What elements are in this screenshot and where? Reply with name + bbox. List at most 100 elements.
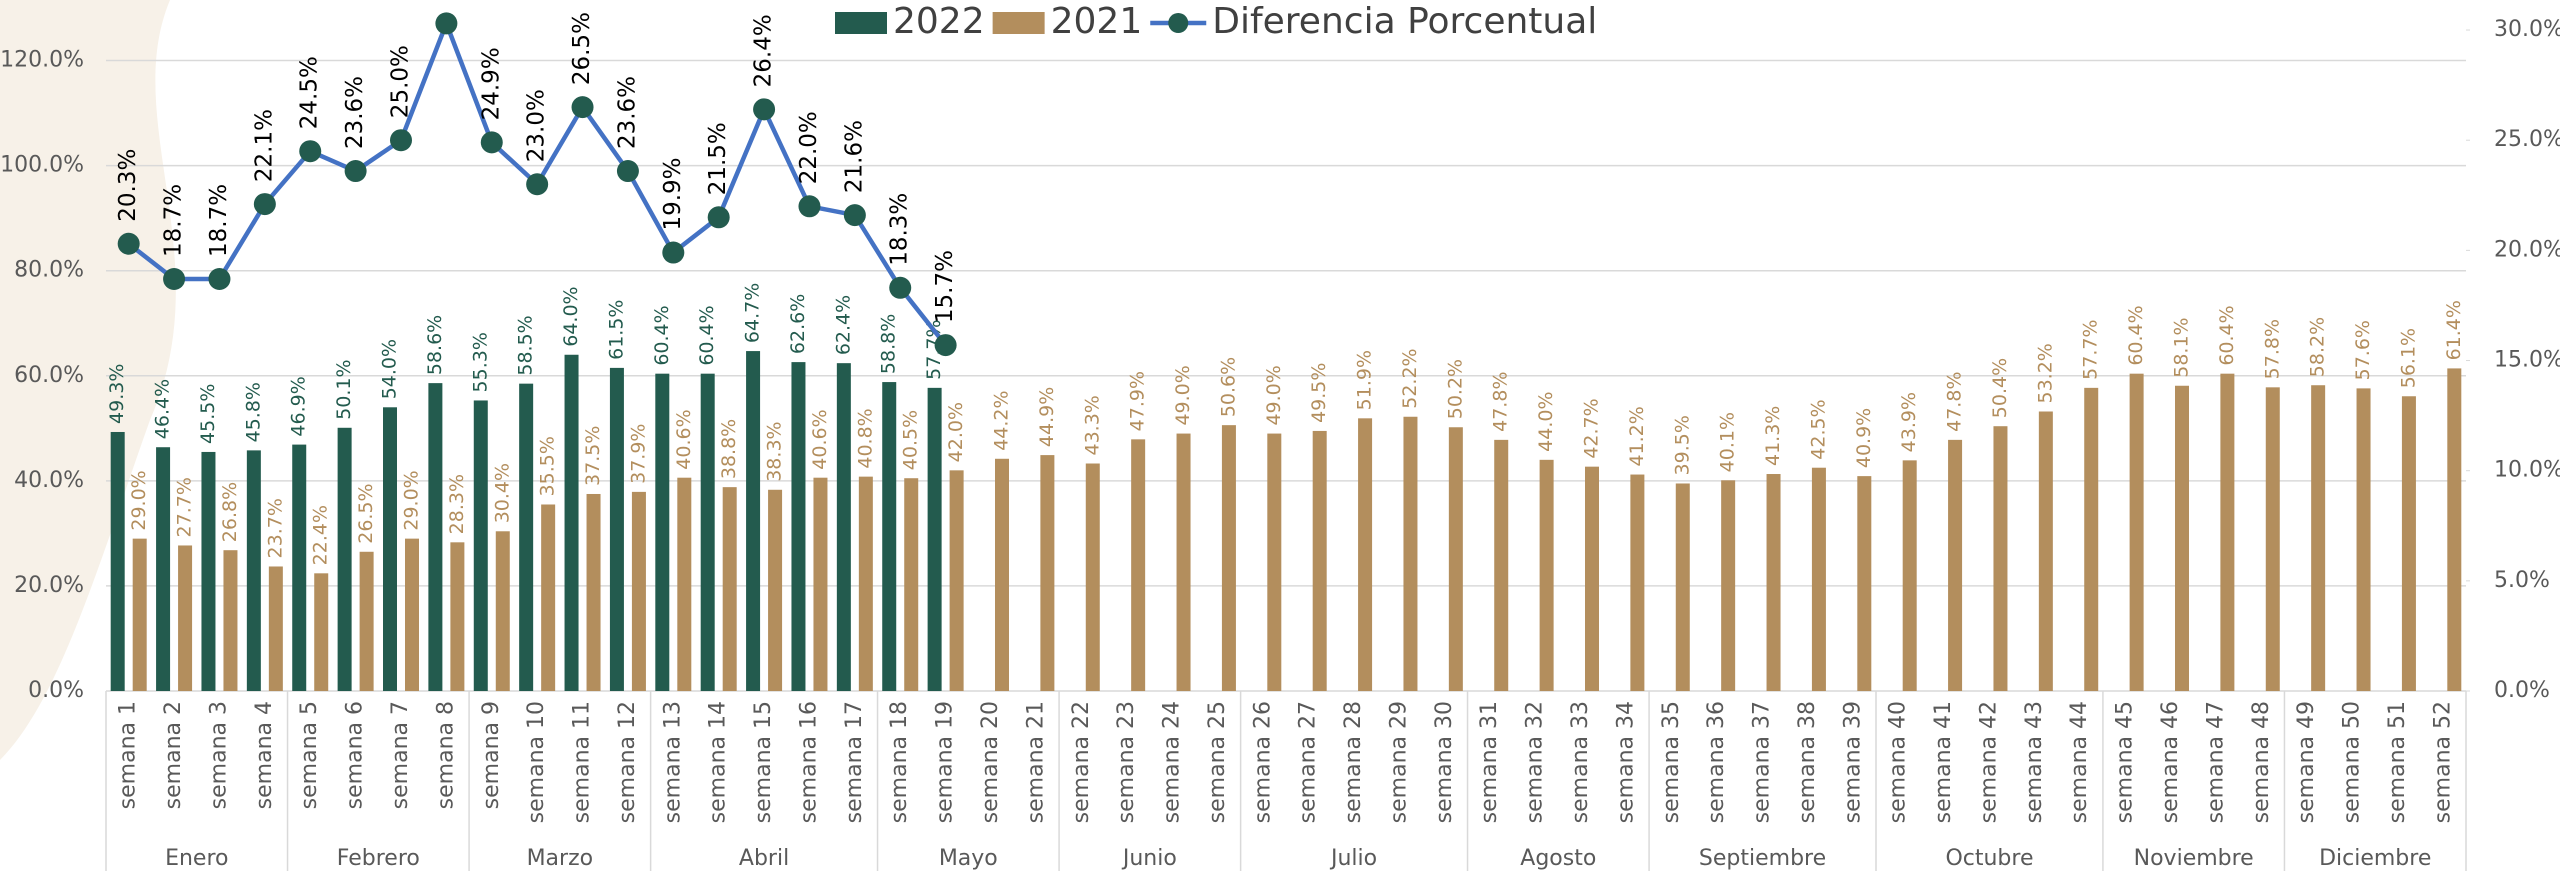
data-label: 40.9% [1853,408,1875,468]
bar [201,452,215,691]
x-tick-label: semana 12 [615,701,640,823]
group-label: Febrero [337,846,420,871]
bar [587,494,601,691]
bar [1040,455,1054,691]
data-label: 37.9% [627,424,649,484]
bar [655,374,669,691]
data-label: 43.9% [1898,392,1920,452]
data-label: 29.0% [128,470,150,530]
x-tick-label: semana 7 [388,701,413,809]
x-tick-label: semana 16 [796,701,821,823]
data-label: 29.0% [401,470,423,530]
x-tick-label: semana 36 [1704,701,1729,823]
bar [292,445,306,691]
data-label: 43.3% [1081,395,1103,455]
bar [1630,475,1644,691]
x-tick-label: semana 51 [2385,701,2410,823]
x-tick-label: semana 13 [660,701,685,823]
bar [269,566,283,691]
bar [2266,387,2280,691]
x-tick-label: semana 18 [887,701,912,823]
data-label: 26.5% [569,12,595,85]
data-label: 40.1% [1717,412,1739,472]
data-label: 21.5% [705,122,731,195]
marker [254,193,276,215]
marker [889,277,911,299]
x-tick-label: semana 45 [2113,701,2138,823]
bar [1449,427,1463,691]
legend-label: 2022 [893,1,985,42]
data-label: 64.7% [742,283,764,343]
data-label: 39.5% [1671,415,1693,475]
data-label: 30.4% [491,463,513,523]
data-label: 64.0% [560,286,582,346]
y2-tick-label: 0.0% [2494,678,2550,703]
bar [541,504,555,691]
marker [118,233,140,255]
y-tick-label: 20.0% [14,573,84,598]
x-tick-label: semana 33 [1568,701,1593,823]
x-tick-label: semana 30 [1432,701,1457,823]
bar [223,550,237,691]
group-label: Noviembre [2134,846,2254,871]
marker [481,131,503,153]
x-tick-label: semana 3 [206,701,231,809]
data-label: 54.0% [379,339,401,399]
x-tick-label: semana 44 [2067,701,2092,823]
data-label: 57.7% [2080,319,2102,379]
y-tick-label: 80.0% [14,258,84,283]
marker [617,160,639,182]
data-label: 42.0% [945,402,967,462]
y-tick-label: 60.0% [14,363,84,388]
data-label: 50.4% [1989,358,2011,418]
data-label: 23.7% [264,498,286,558]
x-tick-label: semana 20 [978,701,1003,823]
bar [519,384,533,691]
data-label: 22.1% [251,109,277,182]
x-tick-label: semana 2 [161,701,186,809]
data-label: 47.8% [1490,372,1512,432]
bar [496,531,510,691]
data-label: 60.4% [651,305,673,365]
x-tick-label: semana 14 [706,701,731,823]
data-label: 20.3% [115,149,141,222]
marker [526,173,548,195]
bar [768,490,782,691]
bar [950,470,964,691]
bar [813,478,827,691]
data-label: 18.7% [161,184,187,257]
data-label: 58.1% [2171,317,2193,377]
data-label: 40.8% [854,408,876,468]
group-label: Mayo [939,846,998,871]
data-label: 62.6% [787,294,809,354]
bar [746,351,760,691]
data-label: 15.7% [932,250,958,323]
bar [178,545,192,691]
bar [474,400,488,691]
marker [435,12,457,34]
data-label: 46.9% [288,376,310,436]
bar [904,478,918,691]
bar [2039,411,2053,691]
y2-tick-label: 20.0% [2494,237,2560,262]
data-label: 41.3% [1762,406,1784,466]
marker [299,140,321,162]
data-label: 45.8% [242,382,264,442]
x-tick-label: semana 15 [751,701,776,823]
x-tick-label: semana 48 [2249,701,2274,823]
marker [390,129,412,151]
data-label: 44.2% [991,390,1013,450]
bar [677,478,691,691]
data-label: 26.8% [219,482,241,542]
bar [2357,388,2371,691]
x-tick-label: semana 8 [433,701,458,809]
data-label: 58.5% [515,315,537,375]
data-label: 42.5% [1807,399,1829,459]
data-label: 50.2% [1444,359,1466,419]
data-label: 58.2% [2307,317,2329,377]
marker [662,242,684,264]
marker [798,195,820,217]
data-label: 61.4% [2443,300,2465,360]
data-label: 26.4% [751,14,777,87]
data-label: 40.6% [673,409,695,469]
